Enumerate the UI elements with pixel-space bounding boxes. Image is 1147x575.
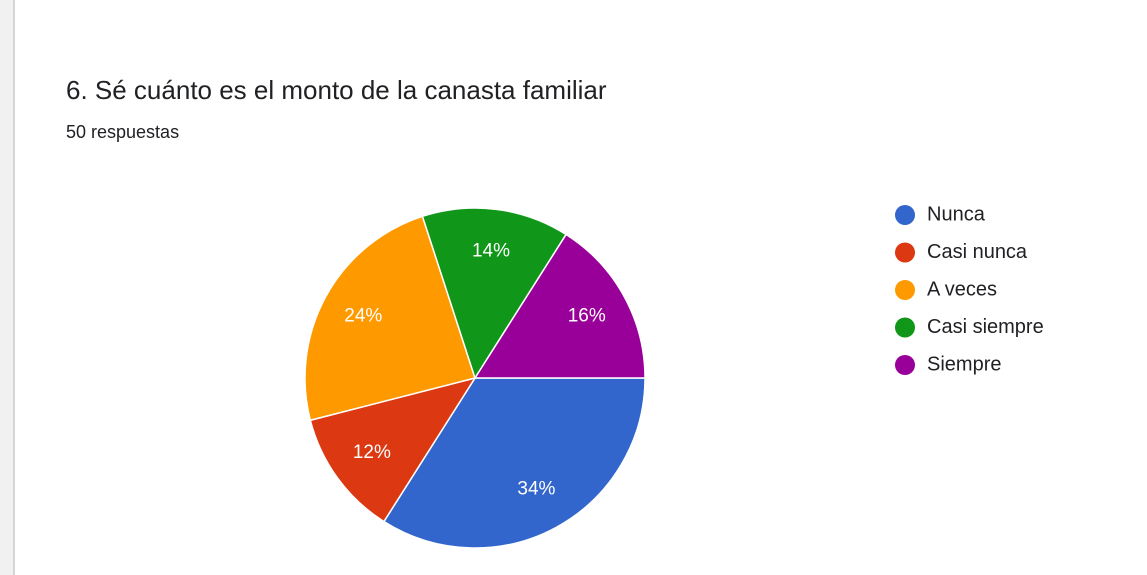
legend-swatch — [895, 317, 915, 338]
legend-swatch — [895, 355, 915, 375]
legend-label: A veces — [927, 278, 997, 300]
chart-subtitle: 50 respuestas — [66, 122, 179, 142]
pie-slice — [304, 215, 476, 422]
legend-label: Casi nunca — [927, 241, 1028, 263]
legend-label: Siempre — [927, 353, 1001, 375]
slice-label: 24% — [344, 306, 382, 327]
pie-slice — [421, 207, 568, 380]
slice-label: 14% — [472, 241, 510, 262]
legend-label: Nunca — [927, 203, 986, 225]
legend-swatch — [895, 205, 915, 225]
legend-swatch — [895, 242, 915, 263]
card-shadow — [0, 0, 14, 575]
slice-label: 16% — [568, 306, 606, 327]
pie-slice — [309, 376, 477, 523]
legend-label: Casi siempre — [927, 316, 1044, 338]
slice-label: 34% — [517, 479, 555, 500]
chart-title: 6. Sé cuánto es el monto de la canasta f… — [66, 75, 607, 105]
legend-swatch — [895, 280, 915, 300]
pie-slice — [382, 377, 646, 549]
slice-label: 12% — [353, 442, 391, 463]
pie-slice — [473, 233, 646, 379]
